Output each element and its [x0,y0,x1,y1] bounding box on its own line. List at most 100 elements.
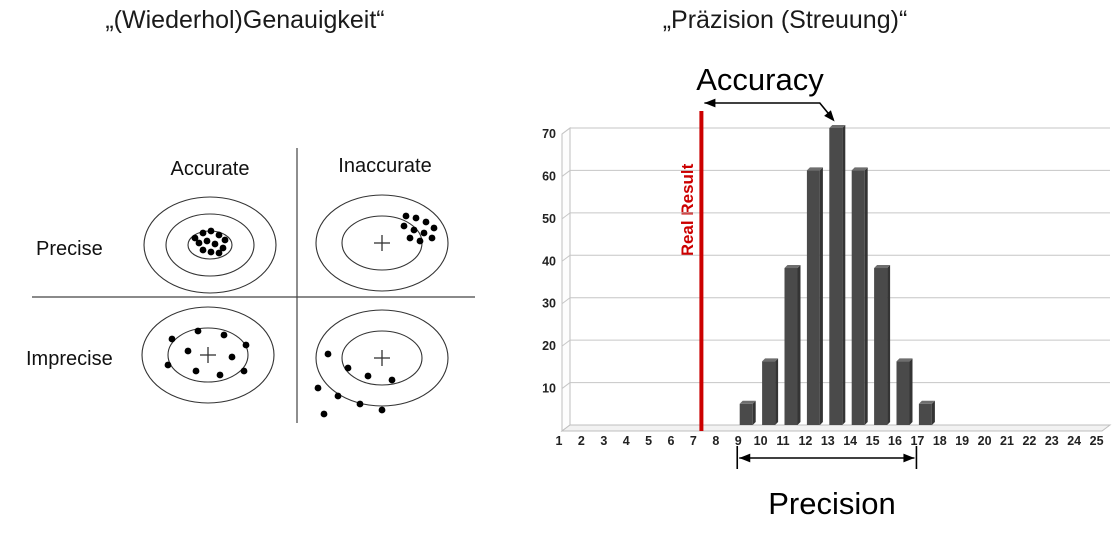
data-dot [416,237,424,245]
y-tick-label: 30 [542,297,556,311]
x-tick-label: 14 [843,434,857,448]
data-dot [192,367,200,375]
arrowhead-icon [903,453,915,463]
target-ring [341,330,423,386]
precision-label: Precision [768,486,896,521]
data-dot [199,246,207,254]
data-dot [220,331,228,339]
data-dot [356,400,364,408]
bar-side [909,358,913,425]
precision-accuracy-quadrant-diagram [32,148,475,423]
bar-top [918,400,935,404]
target-precise-inaccurate [315,194,449,292]
bar-side [752,400,756,425]
left-panel-title: „(Wiederhol)Genauigkeit“ [105,6,385,34]
bar-front [918,403,932,425]
gridline-wall [561,170,571,177]
x-tick-label: 9 [735,434,742,448]
bar-10 [762,358,779,425]
x-tick-label: 10 [754,434,768,448]
data-dot [242,341,250,349]
y-tick-label: 10 [542,382,556,396]
data-dot [191,234,199,242]
bar-front [851,170,865,425]
data-dot [216,371,224,379]
x-tick-label: 21 [1000,434,1014,448]
x-tick-label: 6 [668,434,675,448]
target-ring [143,196,277,294]
arrowhead-icon [739,453,751,463]
bar-side [819,167,823,425]
data-dot [420,229,428,237]
target-ring [141,306,275,404]
y-tick-label: 20 [542,339,556,353]
data-dot [207,248,215,256]
data-dot [430,224,438,232]
bar-17 [918,400,935,425]
bar-side [864,167,868,425]
bar-front [806,170,820,425]
x-tick-label: 13 [821,434,835,448]
data-dot [199,229,207,237]
x-tick-label: 19 [955,434,969,448]
data-dot [194,327,202,335]
data-dot [195,239,203,247]
y-tick-label: 50 [542,212,556,226]
col-label-inaccurate: Inaccurate [338,155,432,177]
x-tick-label: 23 [1045,434,1059,448]
data-dot [378,406,386,414]
bar-14 [851,167,868,425]
gridline-wall [561,254,571,262]
bar-front [739,403,753,425]
bar-front [896,361,910,425]
data-dot [410,226,418,234]
data-dot [388,376,396,384]
bar-16 [896,358,913,425]
bar-side [931,400,935,425]
x-tick-label: 24 [1067,434,1081,448]
gridline-wall [561,297,571,305]
gridline-wall [561,212,571,220]
data-dot [207,227,215,235]
data-dot [203,237,211,245]
data-dot [168,335,176,343]
data-dot [219,244,227,252]
data-dot [211,240,219,248]
x-tick-label: 25 [1090,434,1104,448]
y-tick-label: 70 [542,127,556,141]
bar-top [784,265,801,269]
data-dot [402,212,410,220]
data-dot [215,249,223,257]
data-dot [314,384,322,392]
bar-15 [874,265,891,425]
target-ring [165,213,255,277]
data-dot [334,392,342,400]
target-ring [315,194,449,292]
bar-side [887,265,891,425]
arrowhead-icon [704,98,716,108]
data-dot [344,364,352,372]
bar-front [874,268,888,425]
data-dot [428,234,436,242]
x-tick-label: 22 [1022,434,1036,448]
x-tick-label: 15 [866,434,880,448]
row-label-imprecise: Imprecise [26,348,113,370]
bar-13 [829,125,846,425]
bar-top [806,167,823,171]
bar-11 [784,265,801,425]
data-dot [240,367,248,375]
gridline-wall [561,382,571,389]
data-dot [406,234,414,242]
x-tick-label: 7 [690,434,697,448]
data-dot [422,218,430,226]
accuracy-label: Accuracy [696,62,824,97]
data-dot [221,236,229,244]
bar-top [829,125,846,128]
x-tick-label: 2 [578,434,585,448]
target-imprecise-accurate [141,306,275,404]
row-label-precise: Precise [36,238,103,260]
data-dot [228,353,236,361]
data-dot [412,214,420,222]
